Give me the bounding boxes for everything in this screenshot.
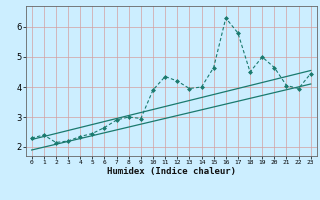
X-axis label: Humidex (Indice chaleur): Humidex (Indice chaleur) [107, 167, 236, 176]
